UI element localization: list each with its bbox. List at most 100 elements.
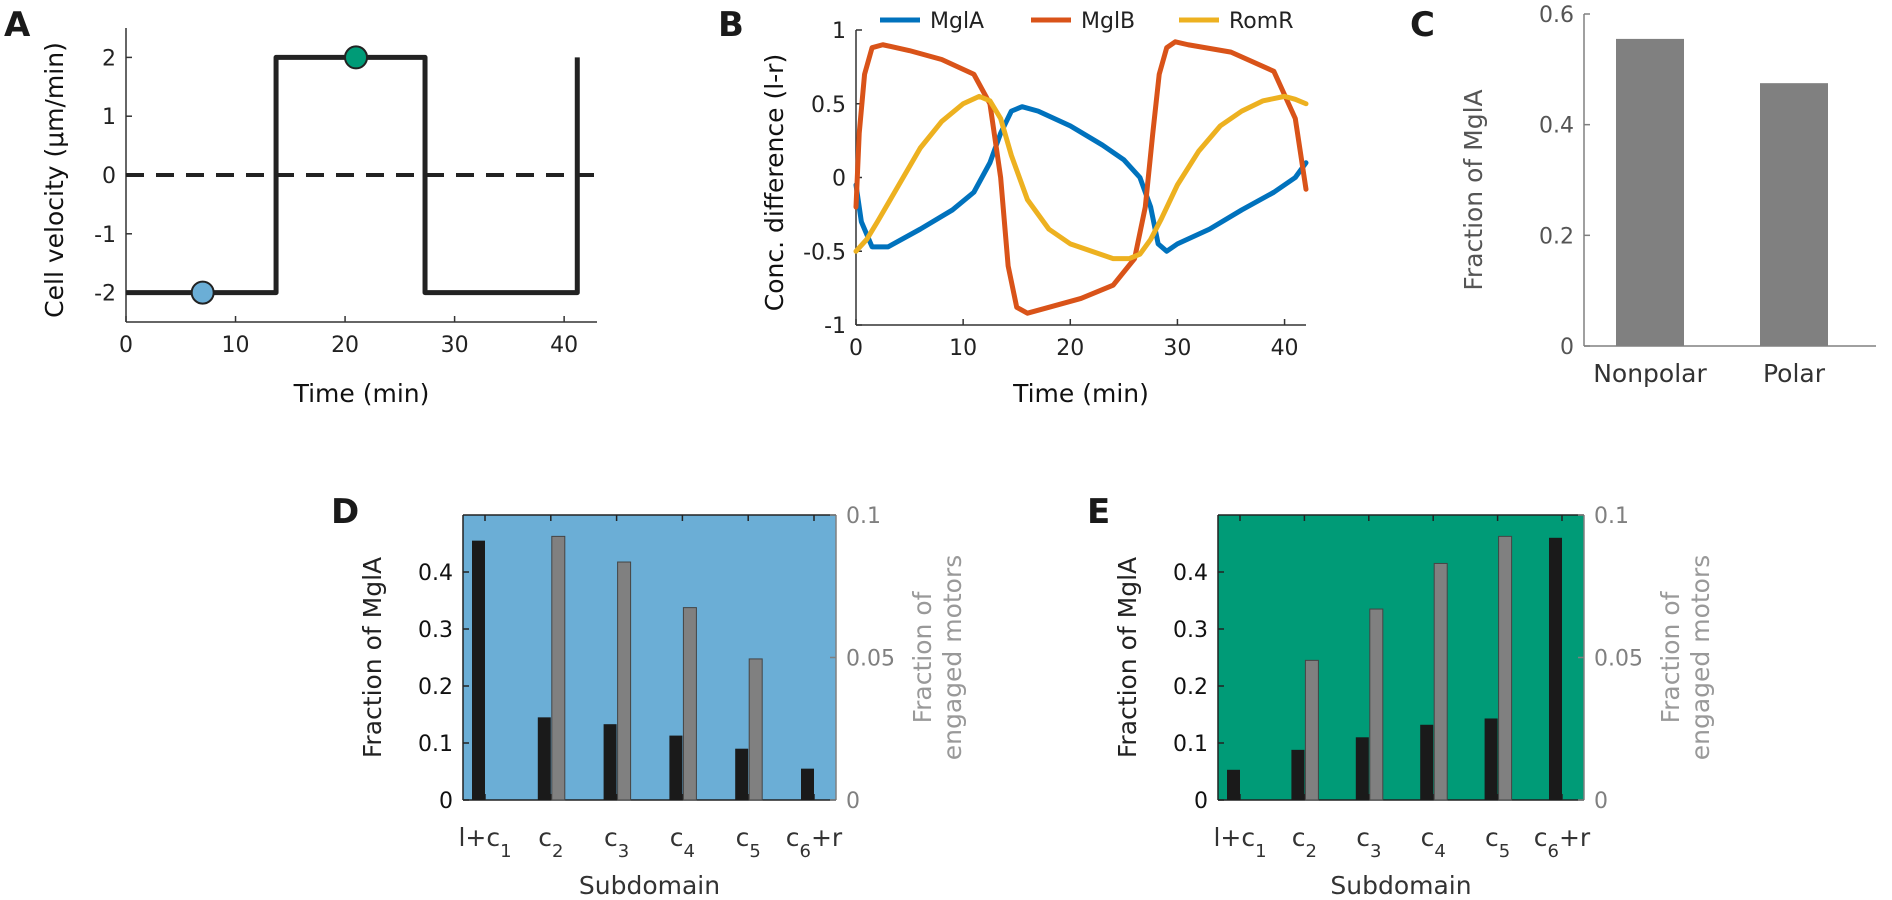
d-x-axis-label: Subdomain (579, 871, 720, 900)
b-series-mgla (853, 104, 1309, 254)
d-category-main: l+c (458, 823, 500, 852)
e-category-main: c (1421, 823, 1435, 852)
e-y-tick-label: 0.1 (1173, 732, 1208, 757)
panel-a-letter: A (4, 5, 31, 45)
d-y-right-tick-label: 0 (846, 789, 860, 814)
b-y-axis-label: Conc. difference (l-r) (760, 54, 789, 311)
b-x-tick-label: 40 (1271, 336, 1299, 361)
e-category-main: l+c (1213, 823, 1255, 852)
chart-e-polar-subdomain: 0 0.1 0.2 0.3 0.4 0 0.05 0.1 Fraction of MglA Fra… (1113, 504, 1715, 900)
c-bar-nonpolar (1616, 38, 1684, 347)
d-category-sub: 1 (500, 841, 511, 862)
d-category-sub: 2 (552, 841, 563, 862)
e-category-main: c (1485, 823, 1499, 852)
e-category-sub: 1 (1255, 841, 1266, 862)
d-category-sub: 4 (684, 841, 695, 862)
a-polar-marker (344, 45, 369, 70)
panel-e-letter: E (1087, 492, 1110, 532)
e-category-sub: 2 (1306, 841, 1317, 862)
b-legend-label-mgla: MglA (930, 9, 984, 34)
c-category-label: Nonpolar (1593, 359, 1707, 388)
c-y-tick-label: 0.6 (1539, 3, 1574, 28)
e-category-sub: 3 (1370, 841, 1381, 862)
a-velocity-line (126, 54, 580, 296)
d-bar-motors-5 (748, 658, 763, 801)
e-bar-mgla-2 (1291, 749, 1305, 800)
a-y-tick-label: 1 (102, 105, 116, 130)
panel-c-letter: C (1410, 5, 1435, 45)
d-category-tail: +r (811, 823, 843, 852)
e-plot-background (1218, 515, 1584, 800)
b-x-tick-label: 0 (849, 336, 863, 361)
d-category-sub: 3 (618, 841, 629, 862)
e-x-axis-label: Subdomain (1330, 871, 1471, 900)
a-y-tick-label: 0 (102, 164, 116, 189)
d-category-main: c (604, 823, 618, 852)
d-category-sub: 6 (800, 841, 811, 862)
d-y-right-tick-label: 0.05 (846, 647, 895, 672)
d-bar-mgla-6 (801, 768, 814, 800)
d-y-tick-label: 0.1 (418, 732, 453, 757)
d-y-tick-label: 0 (439, 789, 453, 814)
d-y-tick-label: 0.3 (418, 618, 453, 643)
b-y-tick-label: -1 (824, 314, 846, 339)
b-legend-label-mglb: MglB (1081, 9, 1135, 34)
d-bar-motors-3 (617, 561, 632, 801)
panel-b-letter: B (718, 5, 744, 45)
b-x-tick-label: 30 (1163, 336, 1191, 361)
e-y-right-axis-label-line1: Fraction of (1656, 590, 1685, 723)
b-x-tick-label: 10 (949, 336, 977, 361)
d-plot-background (463, 515, 836, 800)
e-y-tick-label: 0.4 (1173, 561, 1208, 586)
chart-a-velocity: 0 10 20 30 40 -2 -1 0 1 2 Time (min) Cell velocity … (40, 28, 597, 408)
d-category-label: c2 (538, 823, 563, 862)
e-category-main: c (1534, 823, 1548, 852)
d-y-axis-label: Fraction of MglA (358, 557, 387, 758)
e-category-main: c (1356, 823, 1370, 852)
a-y-tick-label: -2 (94, 282, 116, 307)
e-bar-mgla-1 (1227, 769, 1240, 800)
d-y-right-tick-label: 0.1 (846, 504, 881, 529)
b-series-romr (853, 93, 1309, 262)
d-bar-mgla-2 (537, 717, 551, 800)
c-bar-polar (1760, 83, 1828, 347)
e-y-tick-label: 0.3 (1173, 618, 1208, 643)
e-bar-mgla-6 (1549, 537, 1562, 800)
c-category-label: Polar (1763, 359, 1826, 388)
e-category-main: c (1292, 823, 1306, 852)
a-x-tick-label: 30 (441, 333, 469, 358)
e-y-right-axis-label-line2: engaged motors (1686, 555, 1715, 761)
d-category-label: c3 (604, 823, 629, 862)
d-category-main: c (538, 823, 552, 852)
e-bar-motors-3 (1369, 608, 1384, 801)
panel-d-letter: D (331, 492, 359, 532)
c-y-tick-label: 0.2 (1539, 224, 1574, 249)
d-bar-motors-4 (682, 607, 697, 801)
d-y-right-axis-label-line2: engaged motors (938, 555, 967, 761)
e-category-label: c2 (1292, 823, 1317, 862)
e-bar-mgla-3 (1355, 737, 1369, 800)
d-bar-mgla-5 (735, 748, 749, 800)
d-bar-mgla-1 (472, 540, 485, 800)
b-x-axis-label: Time (min) (1012, 379, 1149, 408)
d-category-label: l+c1 (458, 823, 511, 862)
e-category-sub: 4 (1434, 841, 1445, 862)
e-bar-motors-4 (1433, 562, 1448, 801)
b-y-tick-label: -0.5 (803, 240, 846, 265)
b-series-mglb (853, 39, 1309, 316)
a-y-tick-label: -1 (94, 223, 116, 248)
e-bar-motors-2 (1304, 659, 1319, 801)
b-x-tick-label: 20 (1056, 336, 1084, 361)
d-category-main: c (736, 823, 750, 852)
e-category-label: c6+r (1534, 823, 1591, 862)
b-y-tick-label: 0 (832, 167, 846, 192)
e-y-tick-label: 0 (1194, 789, 1208, 814)
c-y-axis-label: Fraction of MglA (1459, 89, 1488, 290)
e-y-right-tick-label: 0.1 (1594, 504, 1629, 529)
a-x-axis-label: Time (min) (293, 379, 430, 408)
a-x-tick-label: 20 (331, 333, 359, 358)
d-bar-mgla-4 (669, 735, 683, 800)
a-x-tick-label: 0 (119, 333, 133, 358)
d-category-label: c6+r (786, 823, 843, 862)
